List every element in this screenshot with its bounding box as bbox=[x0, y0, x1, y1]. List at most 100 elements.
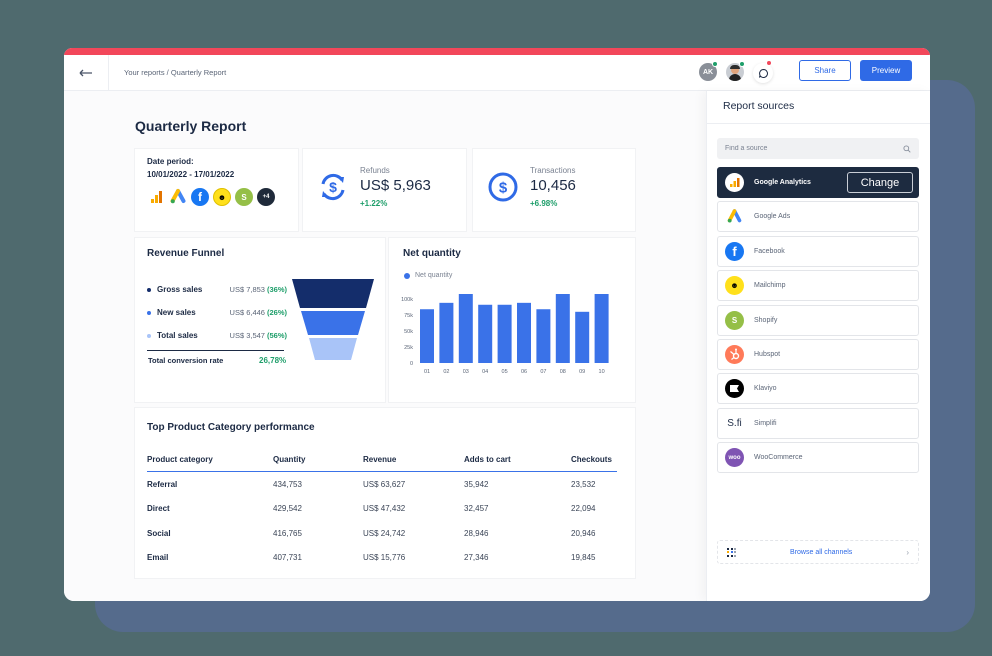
conversion-rate-value: 26,78% bbox=[259, 356, 287, 365]
klaviyo-icon bbox=[725, 379, 744, 399]
kpi-delta: +6.98% bbox=[530, 199, 558, 208]
x-tick-label: 03 bbox=[463, 369, 469, 375]
source-search[interactable] bbox=[717, 138, 919, 159]
source-simplifi[interactable]: S.fi Simplifi bbox=[717, 407, 919, 439]
search-icon bbox=[903, 144, 911, 153]
y-tick-label: 25k bbox=[404, 345, 413, 351]
svg-text:$: $ bbox=[499, 180, 508, 197]
breadcrumb[interactable]: Your reports / Quarterly Report bbox=[124, 68, 227, 77]
kpi-label: Transactions bbox=[530, 166, 576, 175]
source-facebook[interactable]: f Facebook bbox=[717, 235, 919, 267]
section-title: Net quantity bbox=[403, 248, 461, 259]
report-sources-panel: Report sources Google Analytics Change G… bbox=[706, 91, 930, 601]
net-quantity-card: Net quantity Net quantity 0 25k 50k 75k 100k… bbox=[388, 237, 636, 403]
bar[interactable] bbox=[478, 304, 493, 363]
column-header[interactable]: Quantity bbox=[273, 455, 306, 464]
source-shopify[interactable]: S Shopify bbox=[717, 304, 919, 336]
connected-sources: f ☻ S +4 bbox=[147, 188, 275, 206]
bar[interactable] bbox=[575, 311, 590, 363]
funnel-graphic bbox=[292, 279, 374, 360]
bar[interactable] bbox=[517, 302, 531, 363]
y-tick-label: 50k bbox=[404, 329, 413, 335]
y-tick-label: 75k bbox=[404, 313, 413, 319]
table-row: Social 416,765 US$ 24,742 28,946 20,946 bbox=[147, 528, 596, 538]
bar[interactable] bbox=[497, 304, 512, 363]
date-period-label: Date period: bbox=[147, 157, 194, 166]
y-tick-label: 100k bbox=[401, 297, 413, 303]
google-ads-icon bbox=[727, 209, 742, 223]
date-period-value[interactable]: 10/01/2022 - 17/01/2022 bbox=[147, 170, 235, 179]
dollar-circle-icon: $ bbox=[488, 172, 518, 202]
more-sources-badge[interactable]: +4 bbox=[257, 188, 275, 206]
divider bbox=[707, 123, 930, 124]
kpi-value: US$ 5,963 bbox=[360, 177, 431, 194]
divider bbox=[147, 350, 284, 351]
table-header: Product category Quantity Revenue Adds t… bbox=[147, 448, 617, 472]
kpi-value: 10,456 bbox=[530, 177, 576, 194]
x-tick-label: 09 bbox=[579, 369, 585, 375]
change-source-button[interactable]: Change bbox=[847, 172, 913, 193]
avatar-user-photo[interactable] bbox=[726, 63, 744, 81]
x-tick-label: 08 bbox=[560, 369, 566, 375]
column-header[interactable]: Adds to cart bbox=[464, 455, 511, 464]
app-window: Your reports / Quarterly Report AK Share… bbox=[64, 48, 930, 601]
back-button[interactable] bbox=[64, 55, 109, 91]
net-quantity-bar-chart: 0 25k 50k 75k 100k 01 02 03 04 05 06 07 08 09 10 bbox=[401, 294, 609, 375]
source-klaviyo[interactable]: Klaviyo bbox=[717, 373, 919, 405]
top-accent-stripe bbox=[64, 48, 930, 55]
column-header[interactable]: Revenue bbox=[363, 455, 397, 464]
browse-all-channels-button[interactable]: Browse all channels › bbox=[717, 540, 919, 564]
chart-legend: Net quantity bbox=[404, 272, 452, 279]
section-title: Top Product Category performance bbox=[147, 422, 315, 433]
bar[interactable] bbox=[594, 294, 609, 363]
x-tick-label: 04 bbox=[482, 369, 488, 375]
notification-dot bbox=[766, 60, 772, 66]
google-ads-icon bbox=[170, 189, 186, 204]
x-tick-label: 06 bbox=[521, 369, 527, 375]
report-canvas: Quarterly Report Date period: 10/01/2022… bbox=[64, 91, 706, 601]
shopify-icon: S bbox=[725, 310, 744, 330]
woocommerce-icon: woo bbox=[725, 448, 744, 468]
comments-button[interactable] bbox=[753, 63, 773, 83]
search-input[interactable] bbox=[725, 145, 885, 152]
source-google-ads[interactable]: Google Ads bbox=[717, 201, 919, 233]
y-tick-label: 0 bbox=[410, 361, 413, 367]
top-product-category-card: Top Product Category performance Product… bbox=[134, 407, 636, 579]
x-tick-label: 01 bbox=[424, 369, 430, 375]
hubspot-icon bbox=[725, 344, 744, 364]
legend-dot bbox=[147, 287, 151, 292]
arrow-left-icon bbox=[79, 69, 92, 76]
funnel-row-new-sales: New sales US$ 6,446 (26%) bbox=[147, 308, 287, 317]
source-woocommerce[interactable]: woo WooCommerce bbox=[717, 442, 919, 474]
bar[interactable] bbox=[439, 302, 454, 363]
bar[interactable] bbox=[536, 309, 551, 363]
source-list: Google Analytics Change Google Ads f Fac… bbox=[717, 167, 919, 477]
revenue-funnel-card: Revenue Funnel Gross sales US$ 7,853 (36… bbox=[134, 237, 386, 403]
bar[interactable] bbox=[458, 294, 473, 363]
simplifi-icon: S.fi bbox=[725, 413, 744, 433]
shopify-icon: S bbox=[235, 188, 253, 206]
column-header[interactable]: Product category bbox=[147, 455, 213, 464]
column-header[interactable]: Checkouts bbox=[571, 455, 612, 464]
source-google-analytics[interactable]: Google Analytics Change bbox=[717, 167, 919, 198]
svg-text:$: $ bbox=[329, 179, 337, 195]
funnel-row-total-sales: Total sales US$ 3,547 (56%) bbox=[147, 331, 287, 340]
mailchimp-icon: ☻ bbox=[725, 276, 744, 296]
x-tick-label: 10 bbox=[599, 369, 605, 375]
funnel-row-gross-sales: Gross sales US$ 7,853 (36%) bbox=[147, 285, 287, 294]
preview-button[interactable]: Preview bbox=[860, 60, 912, 81]
conversion-rate-label: Total conversion rate bbox=[148, 356, 224, 365]
online-status-dot bbox=[712, 61, 718, 67]
source-mailchimp[interactable]: ☻ Mailchimp bbox=[717, 270, 919, 302]
refunds-kpi-card: $ Refunds US$ 5,963 +1.22% bbox=[302, 148, 467, 232]
google-analytics-icon bbox=[151, 191, 162, 203]
avatar-ak[interactable]: AK bbox=[699, 63, 717, 81]
chat-bubble-icon bbox=[758, 68, 768, 78]
chevron-right-icon: › bbox=[906, 547, 909, 557]
bar[interactable] bbox=[420, 309, 434, 363]
legend-dot bbox=[147, 310, 151, 315]
bar[interactable] bbox=[555, 294, 570, 363]
source-hubspot[interactable]: Hubspot bbox=[717, 338, 919, 370]
table-row: Email 407,731 US$ 15,776 27,346 19,845 bbox=[147, 553, 596, 563]
share-button[interactable]: Share bbox=[799, 60, 851, 81]
